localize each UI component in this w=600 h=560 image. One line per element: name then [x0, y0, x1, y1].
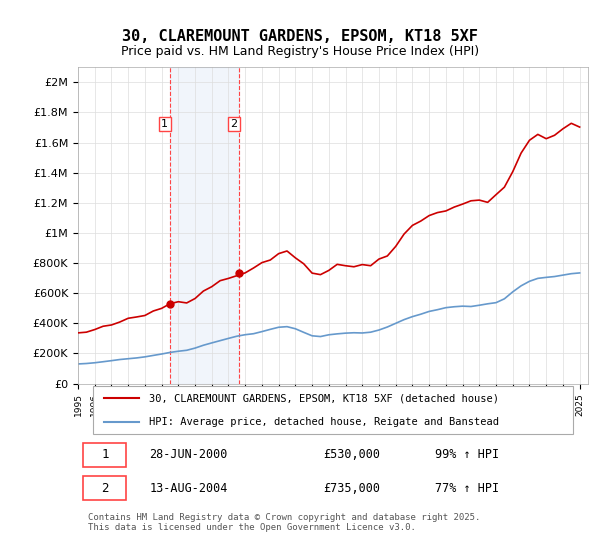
Text: 1: 1 [161, 119, 168, 129]
Text: 2: 2 [230, 119, 238, 129]
Text: 13-AUG-2004: 13-AUG-2004 [149, 482, 228, 495]
FancyBboxPatch shape [83, 477, 127, 500]
Text: 28-JUN-2000: 28-JUN-2000 [149, 448, 228, 461]
Text: £735,000: £735,000 [323, 482, 380, 495]
Text: Price paid vs. HM Land Registry's House Price Index (HPI): Price paid vs. HM Land Registry's House … [121, 45, 479, 58]
FancyBboxPatch shape [83, 442, 127, 466]
Text: HPI: Average price, detached house, Reigate and Banstead: HPI: Average price, detached house, Reig… [149, 417, 499, 427]
Text: 1: 1 [101, 448, 109, 461]
Text: 77% ↑ HPI: 77% ↑ HPI [435, 482, 499, 495]
Text: Contains HM Land Registry data © Crown copyright and database right 2025.
This d: Contains HM Land Registry data © Crown c… [88, 513, 481, 533]
Text: 99% ↑ HPI: 99% ↑ HPI [435, 448, 499, 461]
Text: 30, CLAREMOUNT GARDENS, EPSOM, KT18 5XF (detached house): 30, CLAREMOUNT GARDENS, EPSOM, KT18 5XF … [149, 393, 499, 403]
Text: 30, CLAREMOUNT GARDENS, EPSOM, KT18 5XF: 30, CLAREMOUNT GARDENS, EPSOM, KT18 5XF [122, 29, 478, 44]
FancyBboxPatch shape [94, 386, 573, 433]
Bar [170, 67, 239, 384]
Text: 2: 2 [101, 482, 109, 495]
Text: £530,000: £530,000 [323, 448, 380, 461]
